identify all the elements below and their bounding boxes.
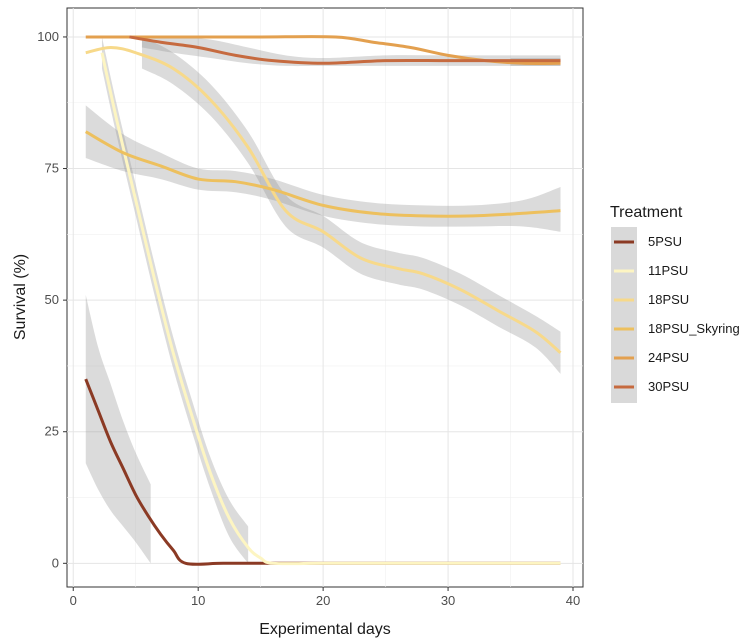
y-tick-label: 75 — [45, 161, 59, 176]
series-line-11psu — [100, 52, 561, 566]
y-axis: 0 25 50 75 100 — [37, 29, 67, 570]
legend-label: 18PSU — [648, 292, 689, 307]
x-tick-label: 30 — [441, 593, 455, 608]
y-tick-label: 0 — [52, 555, 59, 570]
series-line-18psu-skyring — [85, 130, 561, 218]
legend-label: 5PSU — [648, 234, 682, 249]
legend-label: 30PSU — [648, 379, 689, 394]
confidence-band-11psu — [101, 36, 249, 564]
legend-key-background — [611, 227, 637, 403]
x-tick-label: 40 — [566, 593, 580, 608]
y-tick-label: 100 — [37, 29, 59, 44]
confidence-band-5psu — [85, 294, 151, 564]
x-axis-title: Experimental days — [259, 621, 391, 638]
legend-label: 11PSU — [648, 263, 688, 278]
x-tick-label: 0 — [70, 593, 77, 608]
series-lines — [84, 35, 562, 566]
y-tick-label: 25 — [45, 424, 59, 439]
y-tick-label: 50 — [45, 292, 59, 307]
x-tick-label: 10 — [191, 593, 205, 608]
legend-label: 24PSU — [648, 350, 689, 365]
legend-title: Treatment — [610, 204, 683, 221]
legend: Treatment 5PSU 11PSU 18PSU 18PSU_Skyring 24P… — [610, 204, 740, 403]
x-axis: 0 10 20 30 40 — [70, 587, 580, 608]
legend-label: 18PSU_Skyring — [648, 321, 740, 336]
confidence-band-30psu — [141, 36, 561, 67]
confidence-band-18psu — [141, 36, 561, 374]
x-tick-label: 20 — [316, 593, 330, 608]
series-line-18psu — [85, 45, 562, 354]
series-line-30psu — [129, 35, 561, 65]
y-axis-title: Survival (%) — [12, 254, 29, 340]
plot-panel — [66, 7, 584, 588]
